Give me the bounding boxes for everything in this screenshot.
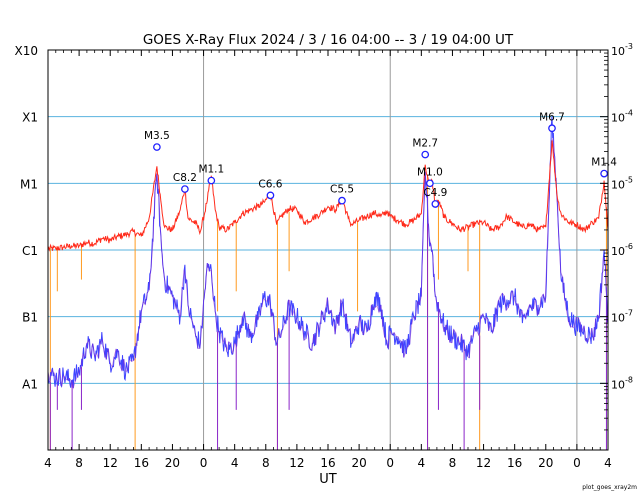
x-tick-label: 20 <box>538 456 553 470</box>
flare-label: C6.6 <box>258 178 282 190</box>
y-right-tick-exponent: -4 <box>625 109 633 118</box>
credit-text: plot_goes_xray2m <box>582 484 637 491</box>
y-right-tick-exponent: -5 <box>625 175 633 184</box>
x-tick-label: 16 <box>134 456 149 470</box>
x-tick-label: 4 <box>418 456 426 470</box>
y-right-tick-label: 10 <box>611 45 625 58</box>
x-tick-label: 16 <box>507 456 522 470</box>
x-tick-label: 4 <box>231 456 239 470</box>
x-tick-label: 8 <box>262 456 270 470</box>
y-right-tick-label: 10 <box>611 112 625 125</box>
flare-label: M1.1 <box>198 164 224 176</box>
flare-marker <box>600 169 608 178</box>
y-left-tick-label: X1 <box>22 111 38 125</box>
x-tick-label: 20 <box>351 456 366 470</box>
x-tick-label: 0 <box>573 456 581 470</box>
y-right-tick-label: 10 <box>611 378 625 391</box>
flare-marker <box>431 200 440 208</box>
flare-label: M2.7 <box>412 138 438 150</box>
x-tick-label: 8 <box>449 456 457 470</box>
y-left-tick-label: X10 <box>15 44 39 58</box>
flare-label: M6.7 <box>539 111 565 123</box>
x-tick-label: 12 <box>103 456 118 470</box>
chart-title: GOES X-Ray Flux 2024 / 3 / 16 04:00 -- 3… <box>143 32 514 48</box>
y-right-tick-exponent: -8 <box>625 375 633 384</box>
y-right-tick-label: 10 <box>611 245 625 258</box>
flare-marker <box>421 150 430 159</box>
y-left-tick-label: M1 <box>20 177 38 191</box>
x-tick-label: 16 <box>320 456 335 470</box>
x-tick-label: 4 <box>44 456 52 470</box>
flare-marker <box>207 176 216 185</box>
y-right-tick-label: 10 <box>611 312 625 325</box>
flare-label: M3.5 <box>144 130 170 142</box>
x-tick-label: 0 <box>386 456 394 470</box>
flare-marker <box>153 143 161 151</box>
x-tick-label: 20 <box>165 456 180 470</box>
flare-marker <box>181 185 189 193</box>
flare-marker <box>338 196 346 205</box>
flare-label: M1.4 <box>591 157 617 169</box>
flare-label: M1.0 <box>417 166 443 178</box>
flare-marker <box>426 179 434 188</box>
flare-marker <box>266 191 275 200</box>
x-tick-label: 4 <box>604 456 612 470</box>
series-line-short-overlap <box>47 137 608 390</box>
flare-marker <box>548 124 556 133</box>
y-right-tick-exponent: -6 <box>625 242 633 251</box>
flare-label: C8.2 <box>173 172 197 184</box>
y-left-tick-label: A1 <box>22 377 38 391</box>
y-right-tick-label: 10 <box>611 178 625 191</box>
x-tick-label: 12 <box>289 456 304 470</box>
x-axis-label: UT <box>319 472 337 487</box>
y-right-tick-exponent: -7 <box>625 309 633 318</box>
y-left-tick-label: B1 <box>22 311 38 325</box>
x-tick-label: 0 <box>200 456 208 470</box>
series-line-long <box>47 140 609 252</box>
y-right-tick-exponent: -3 <box>625 42 633 51</box>
x-tick-label: 12 <box>476 456 491 470</box>
y-left-tick-label: C1 <box>22 244 38 258</box>
x-tick-label: 8 <box>75 456 83 470</box>
flare-label: C4.9 <box>423 187 447 199</box>
flare-label: C5.5 <box>330 184 354 196</box>
